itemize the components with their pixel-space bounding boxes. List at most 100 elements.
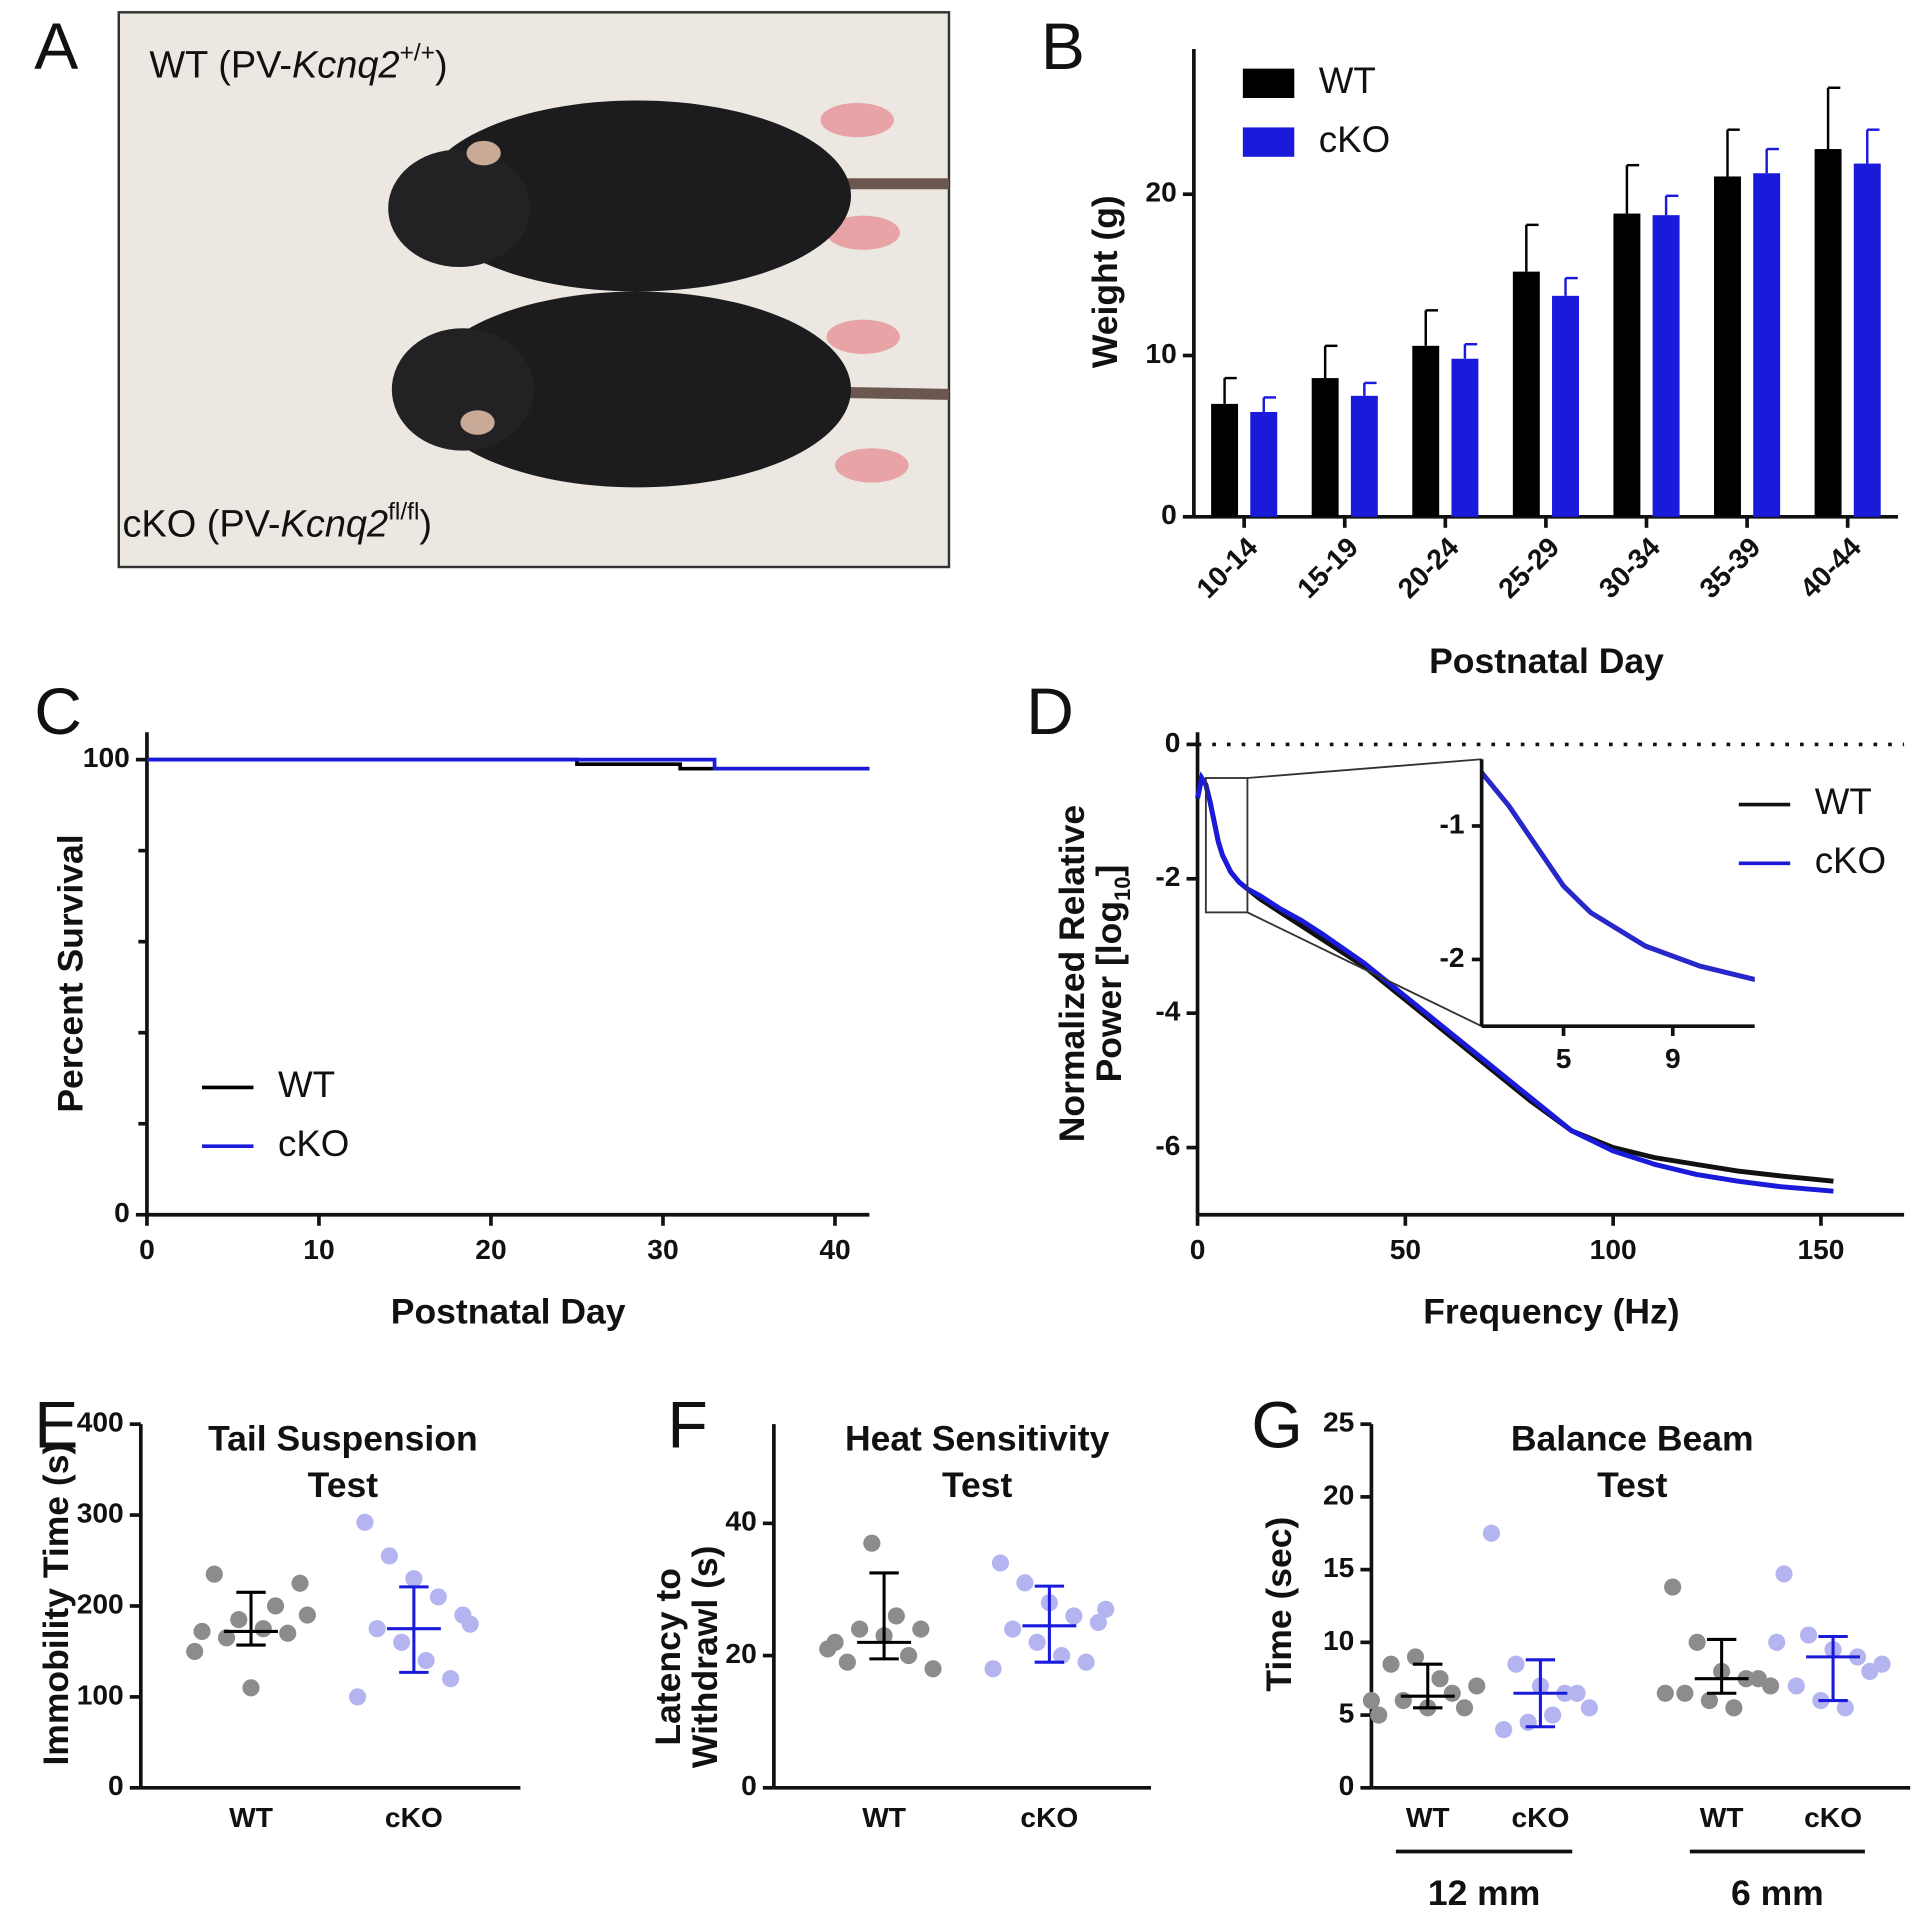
y-tick-label: 15 bbox=[1323, 1552, 1354, 1583]
data-point bbox=[1688, 1633, 1706, 1651]
x-tick-label: WT bbox=[1406, 1802, 1450, 1833]
data-point bbox=[887, 1607, 905, 1625]
y-tick-label: 20 bbox=[1323, 1479, 1354, 1510]
data-point bbox=[193, 1622, 211, 1641]
data-point bbox=[266, 1597, 285, 1615]
legend-label: cKO bbox=[1319, 119, 1390, 160]
x-tick-label: 30 bbox=[647, 1234, 678, 1265]
label-part: 10 bbox=[1110, 876, 1135, 901]
x-tick-label: 150 bbox=[1797, 1234, 1844, 1265]
data-point bbox=[1004, 1620, 1022, 1638]
bar bbox=[1552, 295, 1579, 517]
legend-swatch bbox=[1242, 127, 1295, 157]
data-point bbox=[1468, 1677, 1486, 1695]
y-tick-label: 200 bbox=[77, 1588, 124, 1619]
data-point bbox=[1097, 1600, 1115, 1618]
y-tick-label: 10 bbox=[1145, 338, 1176, 369]
bar bbox=[1250, 411, 1278, 517]
inset-x-tick-label: 5 bbox=[1556, 1043, 1572, 1074]
panel-letter: G bbox=[1251, 1389, 1302, 1463]
data-point bbox=[984, 1660, 1002, 1678]
data-point bbox=[863, 1534, 881, 1552]
data-point bbox=[368, 1620, 386, 1638]
x-tick-label: cKO bbox=[385, 1802, 443, 1833]
label-part: +/+ bbox=[400, 39, 435, 66]
legend-label: WT bbox=[278, 1064, 335, 1105]
photo-label: cKO (PV-Kcnq2fl/fl) bbox=[122, 499, 432, 546]
label-part: ) bbox=[435, 44, 448, 86]
x-tick-label: 10-14 bbox=[1191, 531, 1264, 604]
data-point bbox=[279, 1624, 297, 1642]
data-point bbox=[242, 1679, 260, 1697]
data-point bbox=[1580, 1699, 1598, 1717]
zoom-box bbox=[1204, 777, 1249, 914]
y-axis-label: Withdrawl (s) bbox=[685, 1546, 725, 1769]
photo-label: WT (PV-Kcnq2+/+) bbox=[149, 39, 447, 86]
data-point bbox=[1089, 1613, 1107, 1632]
y-tick-label: 0 bbox=[1165, 727, 1181, 758]
data-point bbox=[405, 1570, 423, 1588]
data-point bbox=[838, 1653, 856, 1671]
data-point bbox=[230, 1611, 248, 1629]
inset bbox=[1481, 769, 1755, 982]
panel-letter: A bbox=[34, 10, 78, 84]
data-point bbox=[912, 1620, 930, 1638]
zoom-connector bbox=[1247, 758, 1482, 779]
y-axis-label: Power [log10] bbox=[1089, 865, 1135, 1083]
x-tick-label: 30-34 bbox=[1593, 531, 1666, 604]
data-point bbox=[254, 1620, 272, 1638]
y-tick-label: 5 bbox=[1339, 1698, 1355, 1729]
x-tick-label: 100 bbox=[1590, 1234, 1637, 1265]
label-part: Latency to bbox=[648, 1568, 688, 1746]
y-tick-label: 0 bbox=[114, 1197, 130, 1228]
panel-letter: C bbox=[34, 675, 82, 749]
data-point bbox=[1775, 1565, 1793, 1583]
y-tick-label: 300 bbox=[77, 1497, 124, 1528]
data-point bbox=[1028, 1633, 1046, 1651]
x-axis-label: Postnatal Day bbox=[391, 1291, 626, 1331]
label-part: cKO (PV- bbox=[122, 504, 280, 546]
x-tick-label: 20-24 bbox=[1392, 531, 1465, 604]
bar bbox=[1613, 213, 1641, 517]
x-tick-label: 50 bbox=[1390, 1234, 1421, 1265]
data-point bbox=[442, 1670, 460, 1688]
legend-label: cKO bbox=[1815, 840, 1886, 881]
data-point bbox=[1725, 1699, 1743, 1717]
data-point bbox=[1768, 1633, 1786, 1651]
bar bbox=[1211, 403, 1239, 517]
y-tick-label: 100 bbox=[83, 742, 130, 773]
data-point bbox=[1370, 1706, 1388, 1724]
bar bbox=[1311, 378, 1339, 517]
data-point bbox=[924, 1660, 942, 1678]
inset-y-tick-label: -1 bbox=[1439, 808, 1464, 839]
data-point bbox=[900, 1647, 918, 1665]
mouse-body bbox=[422, 291, 852, 488]
bar bbox=[1814, 149, 1842, 517]
label-part: Immobility Time (s) bbox=[36, 1443, 76, 1766]
data-point bbox=[461, 1615, 479, 1633]
data-point bbox=[186, 1642, 204, 1661]
foot bbox=[826, 319, 900, 354]
y-tick-label: 20 bbox=[1145, 177, 1176, 208]
bar bbox=[1652, 215, 1680, 517]
label-part: ] bbox=[1089, 865, 1129, 877]
data-point bbox=[429, 1588, 447, 1606]
x-tick-label: WT bbox=[862, 1802, 906, 1833]
legend-swatch bbox=[1242, 68, 1295, 99]
label-part: Percent Survival bbox=[51, 834, 91, 1112]
x-tick-label: cKO bbox=[1511, 1802, 1569, 1833]
inset-y-tick-label: -2 bbox=[1439, 942, 1464, 973]
data-point bbox=[1656, 1684, 1674, 1702]
data-point bbox=[1077, 1653, 1095, 1671]
group-label: 6 mm bbox=[1731, 1873, 1824, 1913]
x-tick-label: 0 bbox=[139, 1234, 155, 1265]
bar bbox=[1714, 176, 1741, 517]
data-point bbox=[1482, 1524, 1500, 1542]
data-point bbox=[298, 1606, 316, 1624]
y-tick-label: 40 bbox=[725, 1506, 756, 1537]
y-tick-label: 25 bbox=[1323, 1407, 1354, 1438]
data-point bbox=[356, 1513, 374, 1531]
y-axis-label: Immobility Time (s) bbox=[36, 1443, 76, 1766]
data-point bbox=[348, 1688, 367, 1706]
